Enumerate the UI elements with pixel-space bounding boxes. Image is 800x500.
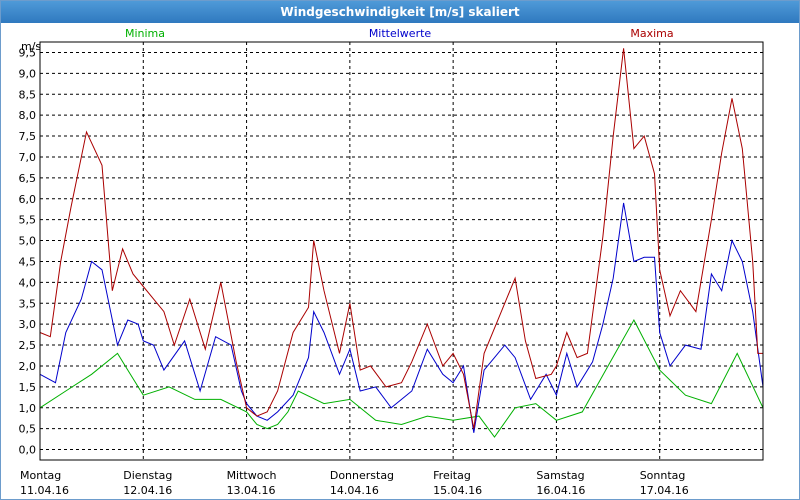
legend: Minima Mittelwerte Maxima	[125, 27, 674, 40]
legend-mittelwerte: Mittelwerte	[369, 27, 432, 40]
series-line-mittelwerte	[39, 202, 764, 433]
x-tick-date: 15.04.16	[433, 484, 482, 497]
x-tick-day: Donnerstag	[330, 469, 394, 482]
legend-maxima: Maxima	[630, 27, 673, 40]
series-lines	[39, 48, 764, 438]
x-tick-date: 13.04.16	[227, 484, 276, 497]
x-tick-day: Mittwoch	[227, 469, 277, 482]
y-tick-label: 5,0	[19, 235, 37, 248]
y-tick-label: 9,5	[19, 46, 37, 59]
x-tick-date: 16.04.16	[536, 484, 585, 497]
y-tick-label: 2,5	[19, 339, 37, 352]
y-tick-label: 5,5	[19, 214, 37, 227]
plot-area-border	[39, 41, 764, 461]
series-line-minima	[39, 318, 764, 438]
x-tick-day: Freitag	[433, 469, 471, 482]
y-tick-label: 4,0	[19, 276, 37, 289]
x-tick-labels: Montag 11.04.16 Dienstag 12.04.16 Mittwoch 13…	[20, 469, 689, 497]
y-tick-label: 0,0	[19, 444, 37, 457]
x-tick-day: Sonntag	[640, 469, 686, 482]
y-tick-label: 3,0	[19, 318, 37, 331]
y-tick-label: 7,0	[19, 151, 37, 164]
x-tick-date: 11.04.16	[20, 484, 69, 497]
y-tick-label: 1,5	[19, 381, 37, 394]
y-tick-label: 2,0	[19, 360, 37, 373]
x-tick-day: Samstag	[536, 469, 584, 482]
x-tick-date: 17.04.16	[640, 484, 689, 497]
legend-minima: Minima	[125, 27, 165, 40]
x-tick-day: Montag	[20, 469, 61, 482]
y-tick-label: 8,0	[19, 109, 37, 122]
grid-lines	[40, 42, 763, 460]
y-tick-label: 6,0	[19, 193, 37, 206]
chart-title: Windgeschwindigkeit [m/s] skaliert	[1, 1, 799, 23]
x-tick-date: 12.04.16	[123, 484, 172, 497]
y-tick-label: 6,5	[19, 172, 37, 185]
y-tick-labels: 0,0 0,5 1,0 1,5 2,0 2,5 3,0 3,5 4,0 4,5 5,0 5,5 6,0 6…	[19, 46, 37, 456]
x-tick-day: Dienstag	[123, 469, 172, 482]
y-tick-label: 8,5	[19, 88, 37, 101]
series-line-maxima	[39, 48, 763, 429]
y-tick-label: 3,5	[19, 297, 37, 310]
y-tick-label: 4,5	[19, 255, 37, 268]
x-tick-date: 14.04.16	[330, 484, 379, 497]
y-axis-label: m/s	[21, 40, 41, 53]
y-tick-label: 1,0	[19, 402, 37, 415]
y-tick-label: 7,5	[19, 130, 37, 143]
y-tick-label: 0,5	[19, 423, 37, 436]
y-tick-label: 9,0	[19, 67, 37, 80]
